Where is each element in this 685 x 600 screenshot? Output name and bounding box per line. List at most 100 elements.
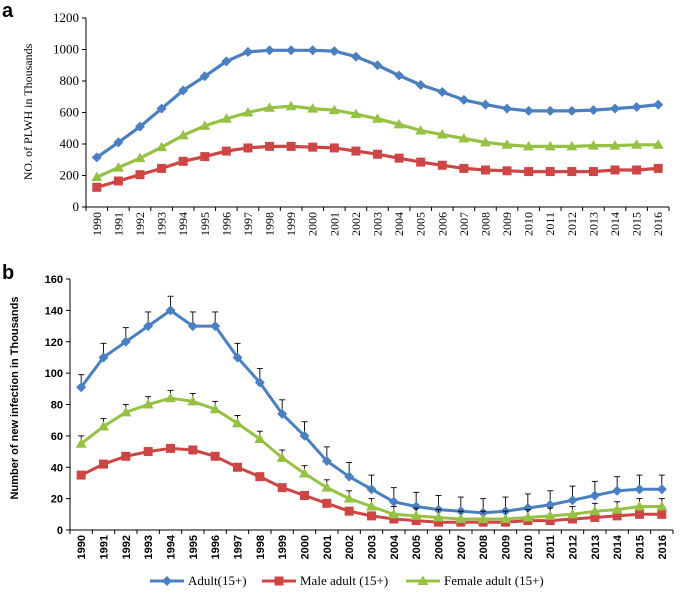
chart-a-data-point [566, 140, 578, 151]
chart-a-data-point [265, 141, 275, 151]
chart-b-data-point [98, 352, 109, 363]
chart-a-x-tick-label: 2001 [327, 212, 341, 236]
chart-a-x-tick-label: 2007 [457, 212, 471, 236]
chart-a-data-point [394, 70, 405, 81]
legend-triangle-marker [417, 575, 429, 585]
chart-a-data-point [545, 105, 556, 116]
chart-b-y-tick-label: 140 [45, 305, 63, 317]
chart-a-data-point [631, 139, 643, 149]
chart-a-x-tick-label: 1997 [241, 212, 255, 236]
chart-b-data-point [210, 451, 220, 461]
chart-a-x-tick-label: 2013 [586, 212, 600, 236]
chart-a-data-point [199, 71, 210, 82]
chart-a-data-point [502, 103, 513, 114]
chart-b-y-tick-label: 120 [45, 337, 63, 349]
chart-a-data-point [264, 45, 275, 56]
chart-a-data-point [91, 171, 103, 182]
chart-b-data-point [522, 503, 533, 514]
chart-b-data-point [166, 443, 175, 453]
chart-b-data-point [188, 445, 198, 455]
chart-a-data-point [458, 132, 470, 143]
chart-a-data-point [415, 125, 427, 135]
chart-a-data-point [609, 140, 621, 150]
chart-a-data-point [350, 51, 361, 62]
chart-a-x-tick-label: 2008 [478, 212, 492, 236]
chart-b-data-point [656, 484, 667, 495]
chart-b-data-point [299, 468, 310, 478]
chart-a-data-point [480, 99, 491, 110]
chart-a-data-point [134, 152, 146, 163]
chart-b-data-point [634, 484, 645, 495]
chart-b-data-point [232, 352, 243, 363]
chart-b-data-point [187, 321, 198, 332]
chart-b-data-point [143, 447, 153, 457]
chart-a-data-point [134, 121, 145, 132]
chart-b-data-point [277, 408, 288, 419]
chart-b-data-point [411, 516, 421, 526]
legend-triangle-label: Female adult (15+) [444, 573, 544, 588]
chart-b-data-point [455, 513, 467, 524]
chart-a-data-point [567, 167, 577, 177]
chart-a-x-tick-label: 1996 [219, 212, 233, 236]
chart-a-data-point [156, 141, 168, 152]
chart-b-data-point [590, 512, 600, 522]
chart-a-y-tick-label: 0 [73, 199, 80, 214]
chart-a-data-point [653, 163, 663, 173]
chart-a-series-square [92, 141, 663, 192]
legend-square-marker [274, 576, 284, 586]
chart-b-data-point [612, 485, 623, 496]
chart-b-x-tick-label: 2006 [434, 535, 446, 559]
chart-b-x-tick-label: 1991 [99, 535, 111, 559]
chart-a-data-point [91, 152, 102, 163]
chart-b-data-point [322, 498, 332, 508]
chart-b-data-point [612, 511, 622, 521]
chart-b-series-triangle [75, 389, 668, 524]
chart-b-x-tick-label: 2004 [389, 534, 401, 559]
chart-b-x-tick-label: 1995 [188, 535, 200, 559]
chart-a-x-tick-label: 2016 [651, 212, 665, 236]
chart-b-data-point [233, 462, 242, 472]
chart-a-x-tick-label: 2002 [349, 212, 363, 236]
chart-a-data-point [373, 149, 382, 159]
chart-b-x-tick-label: 2013 [590, 535, 602, 559]
chart-b-data-point [366, 500, 377, 511]
chart-b-data-point [656, 500, 668, 511]
chart-b-data-point [75, 438, 87, 448]
chart-a-x-tick-label: 2004 [392, 212, 406, 236]
chart-a-x-tick-label: 2014 [608, 212, 622, 236]
chart-b-x-tick-label: 1994 [166, 534, 178, 559]
chart-b-data-point [434, 517, 443, 527]
legend: Adult(15+) Male adult (15+) Female adult (… [150, 573, 544, 588]
chart-b-data-point [300, 490, 309, 500]
chart-b-x-tick-label: 1990 [76, 535, 88, 559]
chart-a-data-point [436, 129, 448, 139]
chart-a-data-point [329, 143, 339, 153]
chart-a-y-tick-label: 1000 [53, 42, 79, 57]
chart-b-data-point [388, 496, 399, 507]
chart-a-data-point [178, 156, 188, 166]
chart-a-data-point [242, 107, 254, 117]
chart-b-data-point [321, 482, 333, 492]
chart-a-data-point [242, 46, 253, 57]
panel-a-letter: a [2, 0, 14, 22]
chart-b-data-point [276, 452, 288, 462]
chart-a-data-point [329, 46, 340, 57]
chart-b-series-diamond [76, 295, 667, 518]
chart-b-y-tick-label: 20 [51, 494, 63, 506]
chart-a-data-point [156, 103, 167, 114]
chart-b-x-tick-label: 1993 [143, 535, 155, 559]
chart-b-data-point [99, 459, 108, 469]
chart-a-data-point [415, 79, 426, 90]
chart-a-data-point [437, 87, 448, 98]
chart-a-data-point [523, 140, 535, 151]
chart-a-data-point [523, 105, 534, 116]
chart-b-data-point [344, 506, 354, 516]
chart-a-x-tick-label: 2011 [543, 212, 557, 236]
chart-a-data-point [479, 136, 491, 147]
chart-a-data-point [307, 45, 318, 56]
chart-a-x-tick-label: 2010 [522, 212, 536, 236]
chart-a-data-point [178, 85, 189, 96]
chart-b-data-point [165, 392, 176, 403]
chart-a-x-tick-label: 1998 [263, 212, 277, 236]
chart-b-data-point [120, 336, 131, 347]
